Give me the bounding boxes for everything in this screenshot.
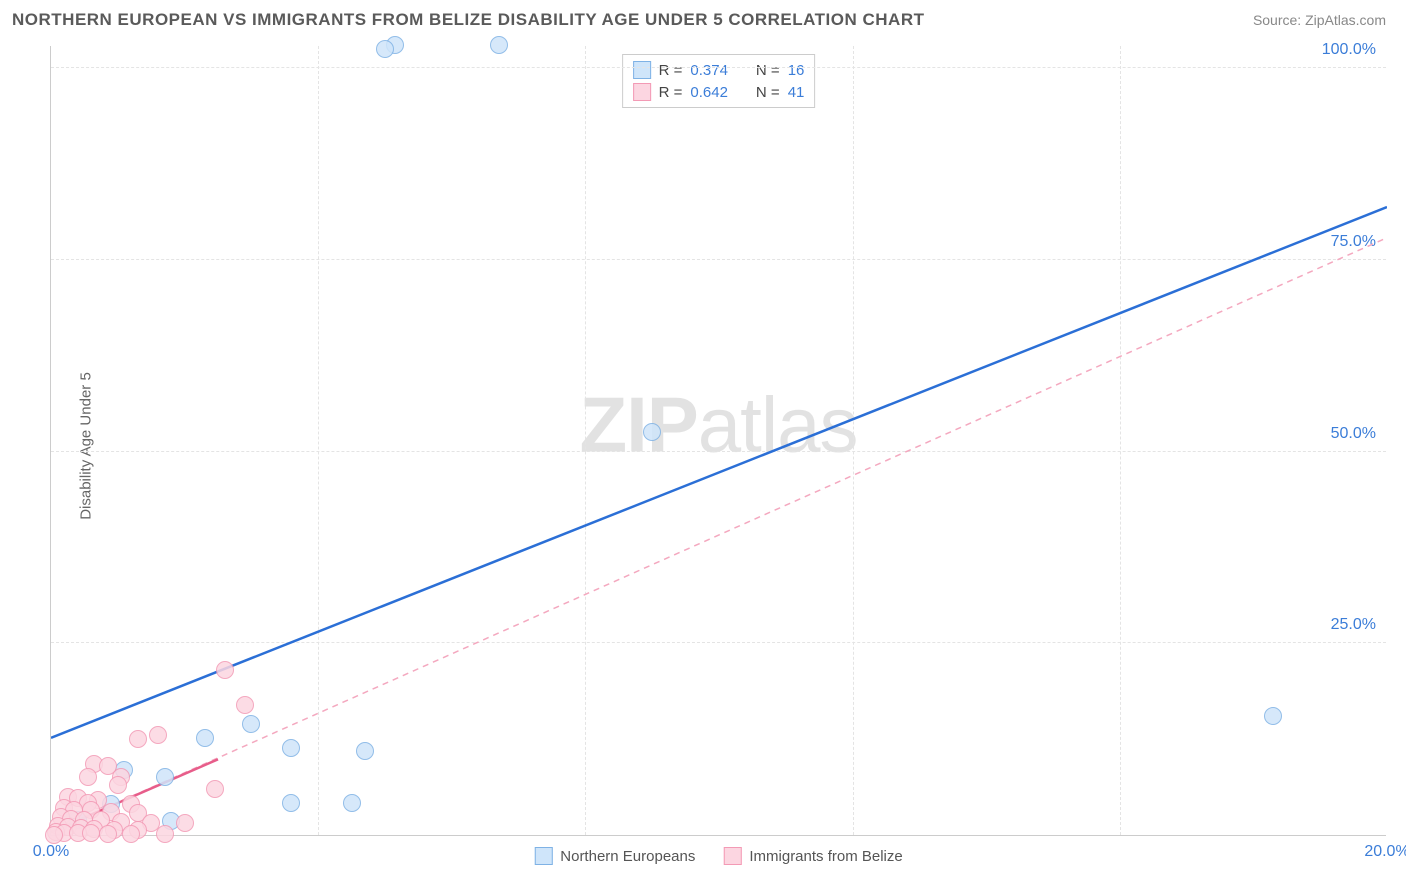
legend-stats-row: R = 0.642 N = 41 — [633, 81, 805, 103]
data-point — [109, 776, 127, 794]
data-point — [216, 661, 234, 679]
data-point — [156, 768, 174, 786]
data-point — [129, 730, 147, 748]
legend-swatch — [633, 61, 651, 79]
trend-line — [51, 207, 1387, 738]
data-point — [156, 825, 174, 843]
n-label: N = — [756, 84, 780, 101]
y-tick-label: 25.0% — [1331, 616, 1376, 634]
y-tick-label: 50.0% — [1331, 425, 1376, 443]
trend-line — [51, 238, 1387, 832]
y-tick-label: 100.0% — [1322, 41, 1376, 59]
r-label: R = — [659, 84, 683, 101]
legend-series-item: Immigrants from Belize — [723, 847, 902, 865]
gridline-v — [1120, 46, 1121, 835]
r-value: 0.642 — [690, 84, 728, 101]
legend-swatch — [633, 83, 651, 101]
data-point — [242, 715, 260, 733]
data-point — [343, 794, 361, 812]
data-point — [79, 768, 97, 786]
x-tick-label: 20.0% — [1364, 843, 1406, 861]
source-label: Source: ZipAtlas.com — [1253, 12, 1386, 28]
data-point — [196, 729, 214, 747]
scatter-chart: ZIPatlas R = 0.374N = 16R = 0.642N = 41 … — [50, 46, 1386, 836]
gridline-v — [853, 46, 854, 835]
data-point — [490, 36, 508, 54]
legend-series-label: Immigrants from Belize — [749, 848, 902, 865]
data-point — [45, 826, 63, 844]
data-point — [82, 824, 100, 842]
gridline-h — [51, 642, 1386, 643]
gridline-h — [51, 67, 1386, 68]
data-point — [236, 696, 254, 714]
gridline-h — [51, 451, 1386, 452]
legend-series-label: Northern Europeans — [560, 848, 695, 865]
legend-swatch — [723, 847, 741, 865]
gridline-v — [585, 46, 586, 835]
data-point — [1264, 707, 1282, 725]
legend-stats: R = 0.374 N = 16 R = 0.642 N = 41 — [622, 54, 816, 108]
n-value: 16 — [788, 62, 805, 79]
legend-swatch — [534, 847, 552, 865]
chart-title: NORTHERN EUROPEAN VS IMMIGRANTS FROM BEL… — [12, 10, 925, 30]
gridline-v — [318, 46, 319, 835]
data-point — [149, 726, 167, 744]
legend-stats-row: R = 0.374 N = 16 — [633, 59, 805, 81]
data-point — [176, 814, 194, 832]
chart-header: NORTHERN EUROPEAN VS IMMIGRANTS FROM BEL… — [0, 0, 1406, 34]
r-label: R = — [659, 62, 683, 79]
legend-series: Northern Europeans Immigrants from Belize — [534, 847, 902, 865]
legend-series-item: Northern Europeans — [534, 847, 695, 865]
n-label: N = — [756, 62, 780, 79]
data-point — [282, 739, 300, 757]
data-point — [643, 423, 661, 441]
x-tick-label: 0.0% — [33, 843, 69, 861]
gridline-h — [51, 259, 1386, 260]
data-point — [122, 825, 140, 843]
y-tick-label: 75.0% — [1331, 233, 1376, 251]
data-point — [356, 742, 374, 760]
data-point — [282, 794, 300, 812]
data-point — [206, 780, 224, 798]
r-value: 0.374 — [690, 62, 728, 79]
watermark: ZIPatlas — [579, 379, 857, 470]
n-value: 41 — [788, 84, 805, 101]
data-point — [376, 40, 394, 58]
data-point — [99, 825, 117, 843]
